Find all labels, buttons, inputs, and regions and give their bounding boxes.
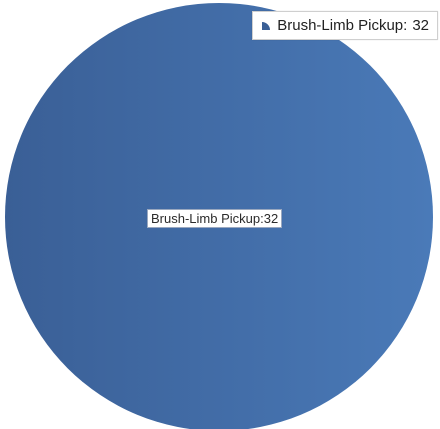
slice-data-label: Brush-Limb Pickup:32 (147, 209, 283, 228)
legend-item-value: 32 (412, 17, 429, 34)
legend-item-label: Brush-Limb Pickup: (277, 17, 408, 34)
pie-slice-icon (262, 21, 271, 30)
chart-legend: Brush-Limb Pickup: 32 (252, 11, 438, 40)
